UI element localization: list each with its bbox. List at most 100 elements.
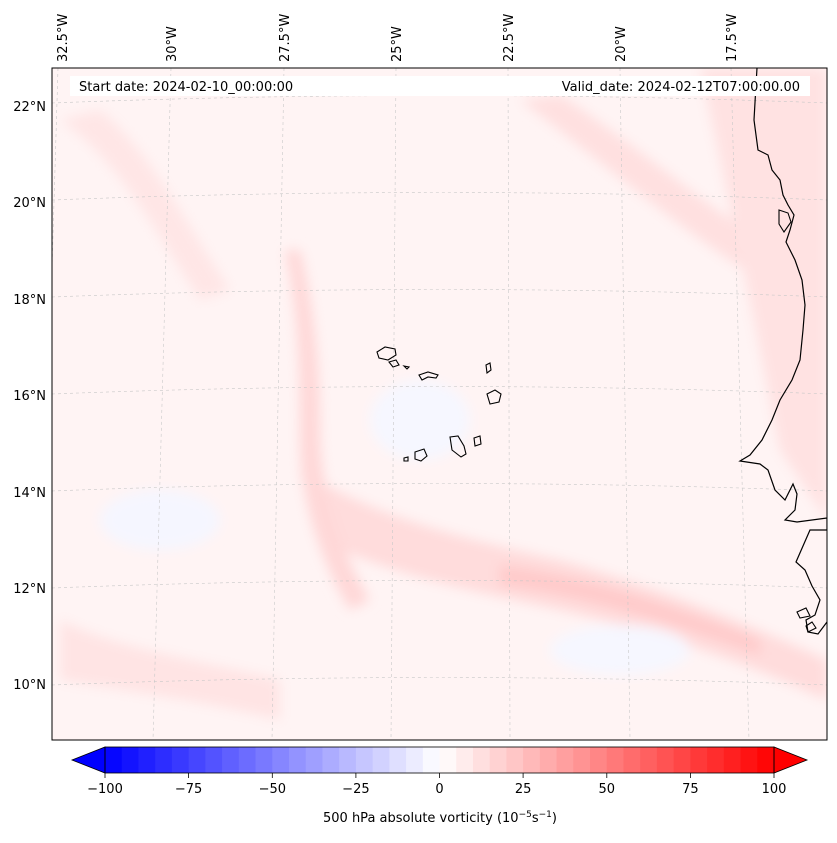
vorticity-core-southeast [500,565,760,655]
parallel-22N [52,95,827,104]
island-brava [403,456,409,462]
colorbar-segment [656,747,675,773]
meridian-17.5W [730,68,750,740]
coastline-detail-cape [778,209,792,233]
lat-label: 10°N [13,678,46,693]
parallel-20N [52,192,827,201]
longitude-labels: 32.5°W 30°W 27.5°W 25°W 22.5°W 20°W 17.5… [56,14,740,62]
colorbar-segment [439,747,457,773]
meridian-27.5W [271,68,285,740]
island-maio [473,435,482,447]
island-santiago [449,435,467,458]
island-santo-antao [376,346,397,361]
colorbar-segment [322,747,340,773]
colorbar-segment [138,747,156,773]
meridian-25W [390,68,397,740]
parallel-12N [52,580,827,589]
colorbar-tick-label: −50 [259,782,286,797]
lon-label: 17.5°W [725,14,740,62]
colorbar-segment [573,747,591,773]
coastline-detail-islands-south [796,607,817,633]
lon-label: 32.5°W [56,14,71,62]
colorbar-segment [105,747,123,773]
negative-vorticity-south [550,625,690,675]
vorticity-filament [285,250,370,610]
colorbar-segment [623,747,641,773]
colorbar-extend-max [773,746,809,774]
colorbar-segment [606,747,625,773]
parallel-18N [52,289,827,298]
island-fogo [414,448,428,462]
colorbar-tick-labels: −100 −75 −50 −25 0 25 50 75 100 [87,782,786,797]
vorticity-band-northeast [520,95,790,280]
colorbar-tick-label: 25 [515,782,532,797]
colorbar-segment [757,747,775,773]
colorbar-tick-label: 75 [682,782,699,797]
vorticity-field [60,68,827,720]
meridian-20W [619,68,631,740]
colorbar-segment [539,747,558,773]
colorbar-segment [389,747,407,773]
island-boa-vista [486,389,502,405]
colorbar-segment [188,747,206,773]
colorbar-segment [339,747,357,773]
colorbar-segments [105,747,775,773]
colorbar-tick-label: −100 [87,782,123,797]
island-santa-luzia [402,365,411,370]
map-panel: Start date: 2024-02-10_00:00:00 Valid_da… [52,68,827,740]
lon-label: 22.5°W [502,14,517,62]
vorticity-patch-sw [60,620,280,720]
colorbar-segment [406,747,424,773]
colorbar-segment [456,747,474,773]
west-africa-coastline [738,68,827,635]
colorbar-segment [288,747,307,773]
colorbar-segment [155,747,173,773]
colorbar-tick-label: 50 [599,782,616,797]
colorbar-ticks [104,773,775,778]
lat-label: 22°N [13,100,46,115]
parallel-10N [52,677,827,686]
island-sao-nicolau [418,371,439,381]
negative-vorticity-west [100,490,220,550]
graticule [52,68,827,740]
lon-label: 20°W [614,26,629,62]
colorbar-segment [523,747,541,773]
colorbar-tick-label: −75 [175,782,202,797]
colorbar-segment [272,747,290,773]
colorbar-tick-label: 100 [762,782,787,797]
cape-verde-islands [376,346,502,462]
latitude-labels: 22°N 20°N 18°N 16°N 14°N 12°N 10°N [13,100,46,693]
colorbar-segment [723,747,742,773]
meridian-22.5W [507,68,511,740]
lon-label: 30°W [165,26,180,62]
parallel-16N [52,386,827,395]
lat-label: 18°N [13,293,46,308]
colorbar-segment [472,747,491,773]
colorbar-extend-min [70,746,106,774]
colorbar-segment [556,747,574,773]
colorbar-segment [707,747,725,773]
colorbar-segment [740,747,758,773]
colorbar-segment [205,747,223,773]
island-sao-vicente [388,359,400,368]
negative-vorticity-center [370,380,470,460]
colorbar-segment [640,747,658,773]
valid-date-label: Valid_date: 2024-02-12T07:00:00.00 [562,80,800,95]
vorticity-coastal-zone [700,68,827,520]
colorbar-segment [121,747,140,773]
colorbar-segment [422,747,441,773]
start-date-label: Start date: 2024-02-10_00:00:00 [79,80,293,95]
colorbar-segment [355,747,374,773]
colorbar-segment [372,747,390,773]
lon-label: 25°W [390,26,405,62]
parallel-14N [52,483,827,492]
lat-label: 14°N [13,486,46,501]
island-sal [485,362,492,375]
colorbar-tick-label: 0 [435,782,443,797]
colorbar-segment [590,747,608,773]
colorbar: −100 −75 −50 −25 0 25 50 75 100 500 hPa … [70,746,809,826]
colorbar-segment [171,747,190,773]
colorbar-segment [255,747,273,773]
vorticity-patch-west [60,110,230,300]
